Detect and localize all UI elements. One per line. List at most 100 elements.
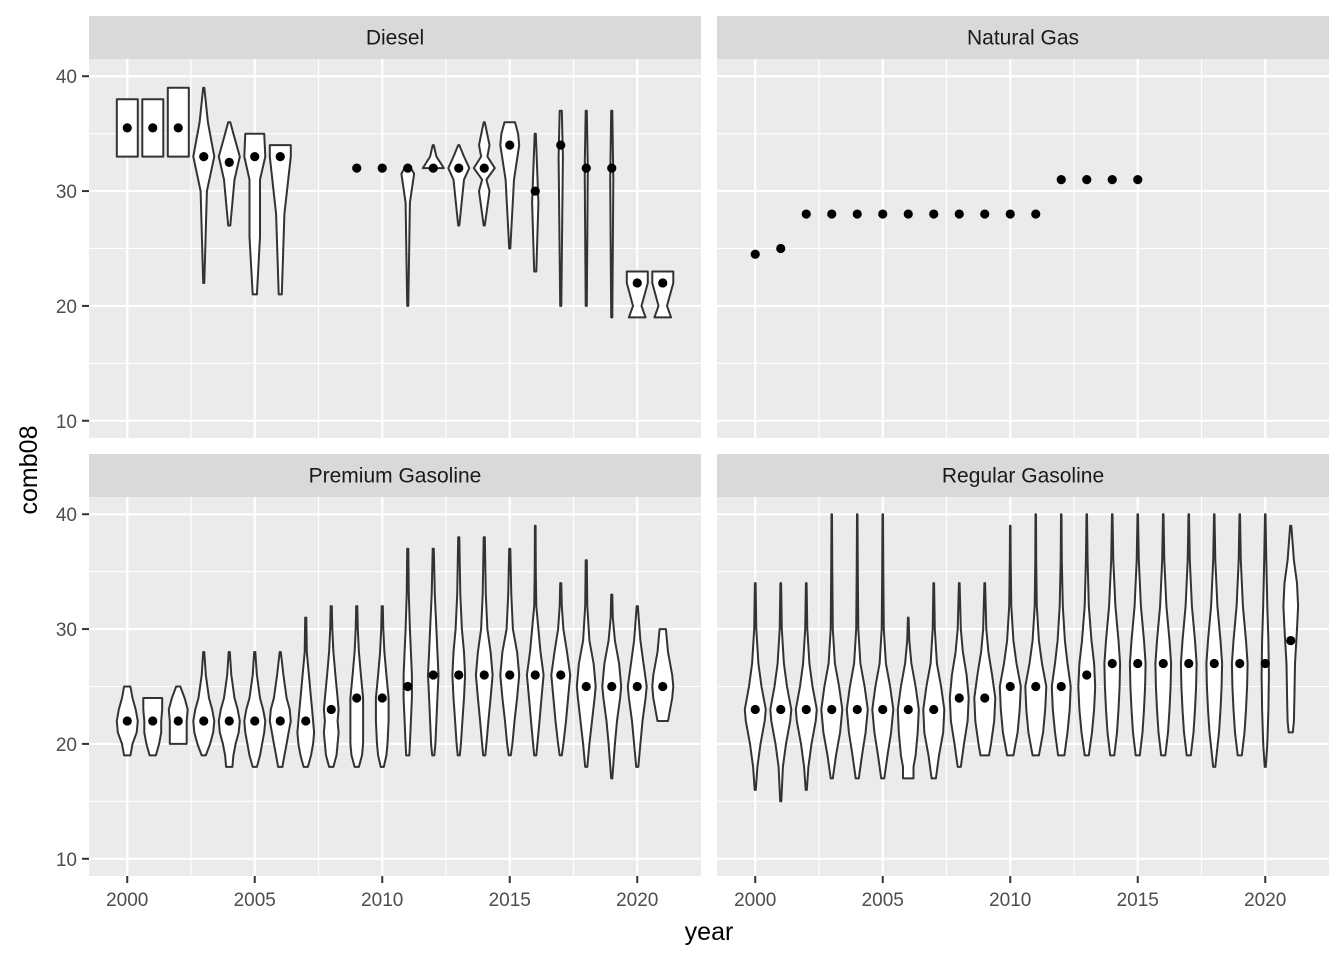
median-point-2006	[903, 209, 913, 219]
violin-2014	[472, 121, 496, 227]
x-tick-label: 2015	[1117, 890, 1159, 911]
strip-natural-gas	[717, 16, 1329, 59]
strip-label: Regular Gasoline	[942, 465, 1104, 488]
median-point-2010	[1005, 209, 1015, 219]
median-point-2015	[1133, 174, 1143, 185]
x-tick-label: 2015	[489, 890, 531, 911]
violin-2006	[896, 616, 920, 780]
median-point-2001	[776, 243, 786, 254]
median-point-2019	[607, 681, 617, 692]
violin-2009	[349, 605, 365, 768]
violin-2021	[651, 628, 675, 722]
median-point-2006	[903, 704, 913, 715]
median-point-2017	[556, 140, 566, 150]
median-point-2014	[479, 670, 489, 680]
median-point-2013	[1082, 174, 1092, 185]
median-point-2007	[929, 209, 939, 219]
median-point-2004	[852, 704, 862, 715]
y-tick-label: 20	[56, 735, 77, 756]
violin-2020	[1260, 513, 1270, 768]
violin-2021	[651, 270, 675, 319]
median-point-2002	[173, 716, 183, 726]
y-axis-title: comb08	[15, 426, 43, 515]
violin-2012	[427, 547, 440, 757]
violin-2013	[1077, 513, 1097, 757]
violin-2014	[1103, 513, 1122, 757]
median-point-2012	[428, 163, 438, 173]
violin-2016	[1154, 513, 1173, 757]
median-point-2001	[148, 123, 158, 133]
median-point-2011	[403, 681, 413, 692]
violin-2015	[499, 547, 521, 757]
median-point-2013	[1082, 670, 1092, 680]
violin-2015	[1128, 513, 1147, 757]
x-axis-title: year	[685, 918, 734, 946]
violin-2013	[451, 536, 467, 757]
violin-2014	[474, 536, 494, 757]
violin-2015	[499, 121, 521, 250]
median-point-2014	[1107, 174, 1117, 185]
violin-2019	[609, 109, 615, 319]
median-point-2013	[454, 670, 464, 680]
violin-2005	[871, 513, 895, 780]
median-point-2018	[581, 163, 591, 173]
median-point-2021	[1286, 635, 1296, 646]
y-tick-label: 40	[56, 505, 77, 526]
facet-diesel: Diesel	[89, 16, 701, 438]
median-point-2014	[479, 163, 489, 173]
median-point-2004	[852, 209, 862, 219]
violin-2017	[1179, 513, 1198, 757]
median-point-2012	[1056, 681, 1066, 692]
facet-regular-gasoline: Regular Gasoline	[717, 454, 1329, 876]
violin-2012	[421, 144, 445, 170]
median-point-2008	[326, 704, 336, 715]
median-point-2010	[1005, 681, 1015, 692]
median-point-2007	[929, 704, 939, 715]
strip-diesel	[89, 16, 701, 59]
median-point-2009	[980, 693, 990, 703]
violin-2016	[525, 524, 545, 757]
median-point-2020	[632, 681, 642, 692]
violin-2017	[550, 582, 572, 757]
facet-premium-gasoline: Premium Gasoline	[89, 454, 701, 876]
violin-2006	[268, 651, 292, 768]
y-tick-label: 20	[56, 297, 77, 318]
median-point-2002	[173, 123, 183, 133]
median-point-2002	[801, 704, 811, 715]
violin-2004	[217, 121, 241, 227]
median-point-2019	[1235, 658, 1245, 669]
median-point-2020	[632, 278, 642, 288]
median-point-2015	[1133, 658, 1143, 669]
violin-2018	[1205, 513, 1224, 768]
violin-2011	[1024, 513, 1048, 757]
violin-2004	[217, 651, 241, 768]
median-point-2015	[505, 140, 515, 150]
facet-panels: Diesel Natural Gas Premium Gasoline Regular…	[89, 16, 1329, 876]
median-point-2009	[980, 209, 990, 219]
median-point-2001	[148, 716, 158, 726]
y-tick-label: 30	[56, 620, 77, 641]
violin-2009	[973, 582, 997, 757]
median-point-2000	[122, 716, 132, 726]
median-point-2009	[352, 693, 362, 703]
violin-2012	[1050, 513, 1072, 757]
median-point-2017	[556, 670, 566, 680]
violin-2010	[374, 605, 390, 768]
median-point-2004	[224, 157, 234, 167]
median-point-2003	[827, 209, 837, 219]
violin-2011	[402, 547, 413, 757]
x-tick-label: 2000	[106, 890, 148, 911]
strip-label: Natural Gas	[967, 27, 1079, 50]
violin-2008	[322, 605, 340, 768]
strip-label: Premium Gasoline	[309, 465, 482, 488]
median-point-2013	[454, 163, 464, 173]
median-point-2000	[750, 249, 760, 259]
violin-2018	[575, 559, 597, 768]
y-tick-label: 10	[56, 850, 77, 871]
violin-2002	[166, 86, 190, 158]
violin-2010	[998, 524, 1022, 757]
violin-2003	[192, 651, 216, 757]
x-tick-label: 2005	[234, 890, 276, 911]
median-point-2009	[352, 163, 362, 173]
violin-2019	[1230, 513, 1249, 757]
